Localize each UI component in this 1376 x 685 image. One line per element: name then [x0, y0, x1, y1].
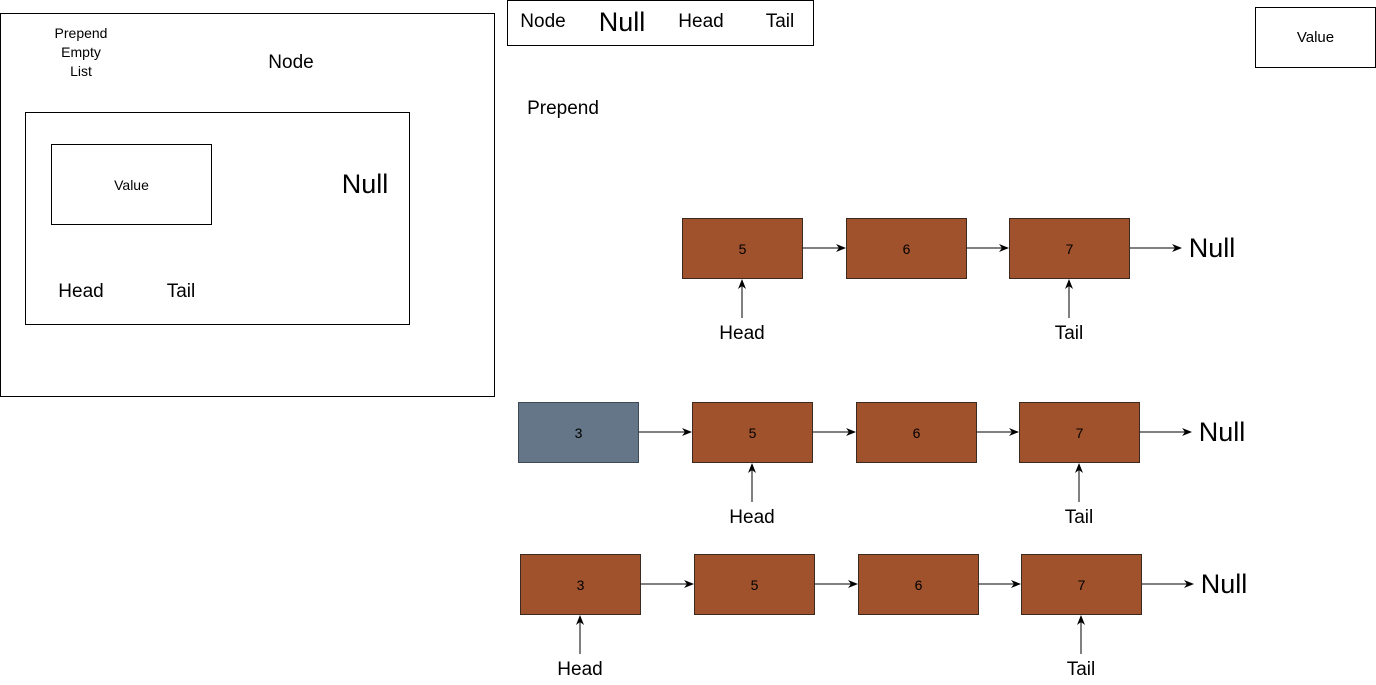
- node-label: Node: [268, 52, 314, 73]
- legend: [507, 0, 814, 46]
- row1-node-2: 6: [846, 218, 967, 279]
- legend-tail: Tail: [765, 11, 795, 32]
- row2-new-node: 3: [518, 402, 639, 463]
- row3-node-1: 3: [520, 554, 641, 615]
- row3-head: Head: [557, 659, 603, 680]
- row3-node-4: 7: [1021, 554, 1142, 615]
- row2-null: Null: [1198, 417, 1246, 447]
- legend-head: Head: [678, 11, 724, 32]
- row2-head: Head: [729, 507, 775, 528]
- row1-head: Head: [719, 323, 765, 344]
- value-sample-label: Value: [1296, 29, 1335, 46]
- row2-node-3: 6: [856, 402, 977, 463]
- row1-node-3: 7: [1009, 218, 1130, 279]
- row3-node-3: 6: [858, 554, 979, 615]
- row1-tail: Tail: [1054, 323, 1084, 344]
- row2-node-2: 5: [692, 402, 813, 463]
- legend-node: Node: [520, 11, 566, 32]
- row3-node-2: 5: [694, 554, 815, 615]
- row1-null: Null: [1188, 233, 1236, 263]
- legend-null: Null: [598, 7, 646, 37]
- value-box: Value: [51, 144, 212, 225]
- node-container: [25, 112, 410, 325]
- value-sample-box: Value: [1255, 7, 1376, 68]
- row3-null: Null: [1200, 569, 1248, 599]
- head-label: Head: [58, 281, 104, 302]
- row1-node-1: 5: [682, 218, 803, 279]
- empty-list-title: Prepend Empty List: [54, 25, 108, 79]
- row2-node-4: 7: [1019, 402, 1140, 463]
- value-box-label: Value: [114, 176, 149, 193]
- prepend-title: Prepend: [527, 98, 599, 119]
- row2-tail: Tail: [1064, 507, 1094, 528]
- row3-tail: Tail: [1066, 659, 1096, 680]
- null-label: Null: [341, 169, 389, 199]
- tail-label: Tail: [166, 281, 196, 302]
